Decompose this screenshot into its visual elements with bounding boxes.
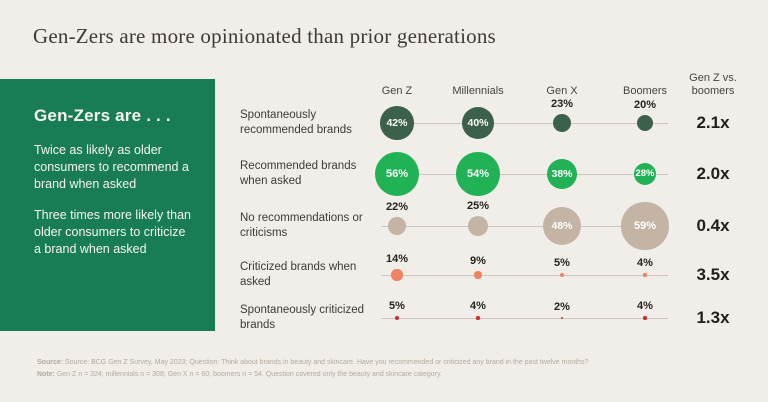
ratio-value: 2.0x <box>696 164 730 183</box>
bubble-row3-boomers: 59% <box>621 202 669 250</box>
bubble-value-label: 54% <box>466 167 489 180</box>
bubble-row5-boomers <box>643 316 647 320</box>
bubble-value-label: 56% <box>385 167 408 180</box>
column-header-millennials: Millennials <box>452 85 504 97</box>
footnote-note-text: Gen Z n = 324; millennials n = 308; Gen … <box>54 370 442 378</box>
bubble-value-label: 59% <box>633 219 656 232</box>
bubble-row1-gen-x <box>552 113 572 133</box>
bubble-row4-millennials <box>474 271 482 279</box>
bubble-row2-gen-z: 56% <box>374 151 420 197</box>
bubble-value-label: 28% <box>635 168 655 180</box>
sidebar-callout: Gen-Zers are . . . Twice as likely as ol… <box>0 79 215 331</box>
row-axis-line <box>381 123 668 124</box>
bubble-value-label: 20% <box>633 99 657 111</box>
footnote-source-line: Source: Source: BCG Gen Z Survey, May 20… <box>37 357 588 369</box>
bubble-value-label: 4% <box>637 300 653 313</box>
row-label: No recommendations or criticisms <box>240 212 363 239</box>
bubble-value-label: 48% <box>551 219 573 232</box>
footnote-source-label: Source: <box>37 359 64 366</box>
sidebar-heading: Gen-Zers are . . . <box>34 106 171 125</box>
bubble-row4-gen-z <box>391 269 403 281</box>
bubble-value-label: 2% <box>554 300 570 313</box>
row-label: Criticized brands when asked <box>240 261 357 288</box>
bubble-row1-millennials: 40% <box>462 107 494 139</box>
bubble-row1-gen-z: 42% <box>380 106 414 140</box>
bubble-value-label: 40% <box>467 117 489 129</box>
bubble-row2-boomers: 28% <box>633 162 657 186</box>
bubble-value-label: 14% <box>385 253 409 266</box>
bubble-row2-gen-x: 38% <box>546 158 578 190</box>
bubble-row3-millennials <box>468 216 488 236</box>
bubble-row5-gen-z <box>395 316 399 320</box>
footnote-note-label: Note: <box>37 370 55 378</box>
bubble-row5-millennials <box>476 316 480 320</box>
footnote: Source: Source: BCG Gen Z Survey, May 20… <box>37 357 588 380</box>
bubble-row5-gen-x <box>560 316 564 320</box>
bubble-row4-gen-x <box>560 273 564 277</box>
row-axis-line <box>381 226 668 227</box>
row-label: Spontaneously criticized brands <box>240 304 365 331</box>
ratio-value: 1.3x <box>696 308 730 327</box>
bubble-value-label: 5% <box>389 300 405 312</box>
bubble-value-label: 38% <box>551 167 573 180</box>
sidebar-point-criticize: Three times more likely than older consu… <box>34 208 192 256</box>
footnote-source-text: Source: BCG Gen Z Survey, May 2023; Ques… <box>63 359 589 366</box>
bubble-value-label: 4% <box>470 300 486 313</box>
bubble-row1-boomers <box>637 115 653 131</box>
footnote-note-line: Note: Gen Z n = 324; millennials n = 308… <box>37 369 588 381</box>
sidebar-point-recommend: Twice as likely as older consumers to re… <box>34 143 189 191</box>
column-header-gen-z-vs-boomers: Gen Z vs. boomers <box>689 72 737 97</box>
bubble-value-label: 42% <box>386 116 408 129</box>
row-axis-line <box>381 275 668 276</box>
page-title: Gen-Zers are more opinionated than prior… <box>33 24 496 48</box>
ratio-value: 3.5x <box>696 265 730 284</box>
row-label: Recommended brands when asked <box>240 160 357 187</box>
bubble-row4-boomers <box>643 273 647 277</box>
column-header-boomers: Boomers <box>622 85 668 97</box>
bubble-row3-gen-z <box>388 217 406 235</box>
ratio-value: 2.1x <box>696 113 730 132</box>
row-axis-line <box>381 174 668 175</box>
bubble-value-label: 4% <box>637 257 653 270</box>
bubble-value-label: 23% <box>550 97 574 110</box>
bubble-row2-millennials: 54% <box>456 152 500 196</box>
row-axis-line <box>381 318 668 319</box>
column-header-gen-z: Gen Z <box>381 85 413 97</box>
bubble-value-label: 9% <box>470 255 486 268</box>
bubble-value-label: 22% <box>385 201 409 214</box>
column-header-gen-x: Gen X <box>546 85 578 97</box>
row-label: Spontaneously recommended brands <box>240 109 352 136</box>
bubble-value-label: 25% <box>466 200 490 212</box>
ratio-value: 0.4x <box>696 216 730 235</box>
bubble-row3-gen-x: 48% <box>542 206 582 246</box>
bubble-value-label: 5% <box>554 257 570 269</box>
